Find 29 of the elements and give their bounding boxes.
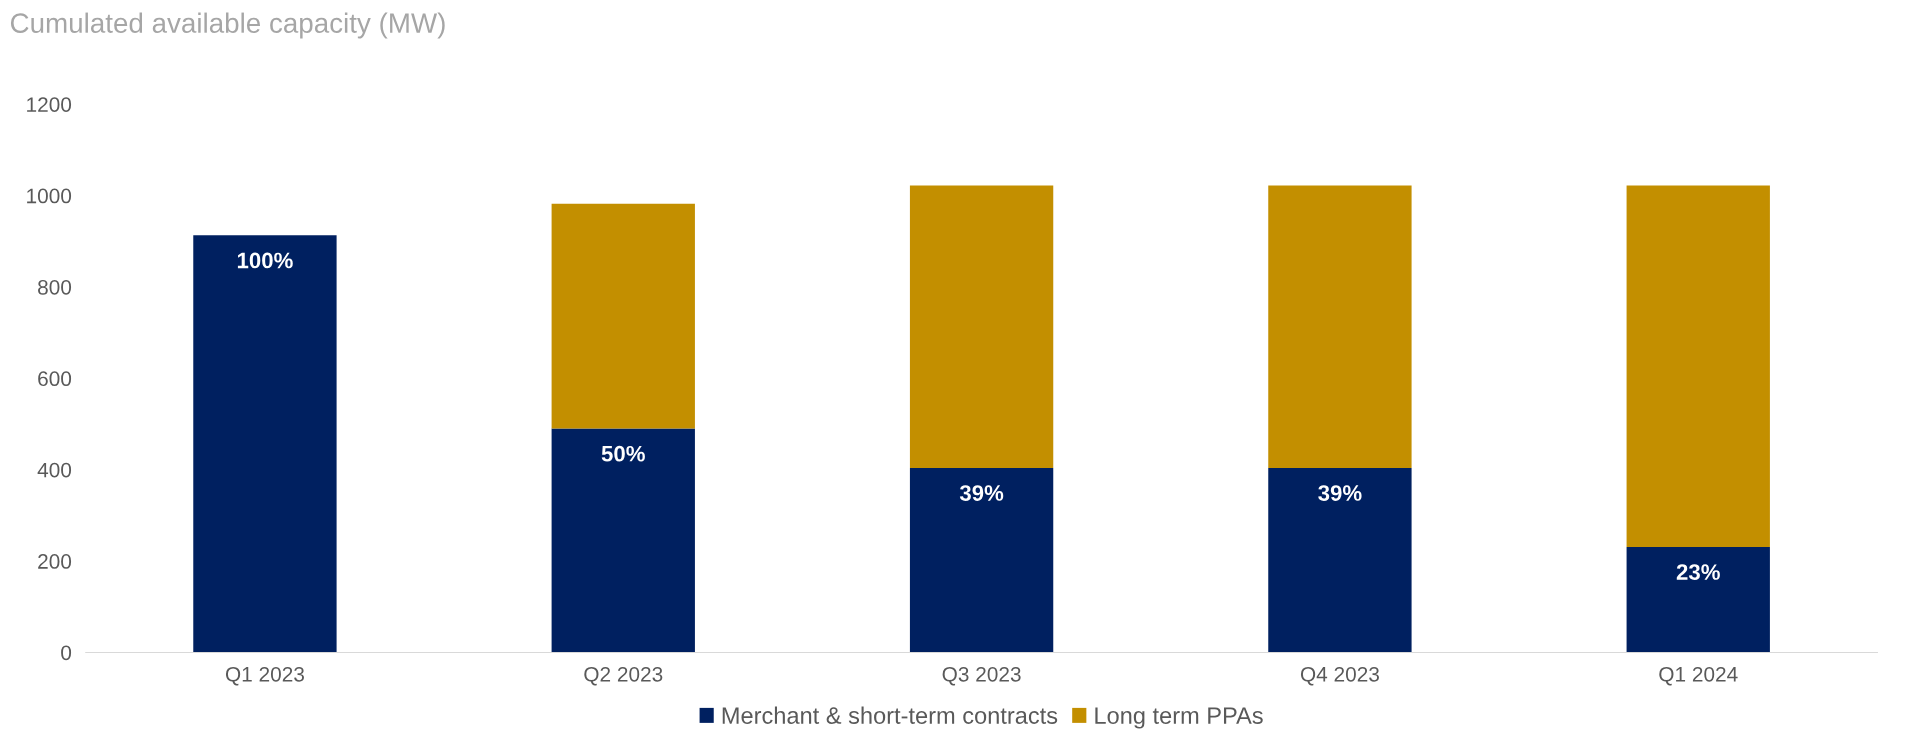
bar [1626,185,1770,547]
bar [1268,467,1412,653]
y-tick-label: 1200 [27,97,72,112]
y-tick-label: 600 [38,371,72,387]
x-tick-label: Q4 2023 [1300,666,1379,686]
bar [193,235,337,653]
y-tick-label: 200 [38,554,72,569]
bar [1268,185,1412,468]
annotation: 39% [959,485,1004,501]
bar [909,467,1054,653]
x-tick-label: Q2 2023 [584,666,663,686]
y-tick-label: 400 [37,462,72,478]
bar [551,428,695,653]
bar [551,203,695,429]
annotation: 100% [237,252,293,269]
legend-label: Merchant & short-term contracts [722,706,1058,724]
bar [909,185,1054,468]
bar [1626,546,1770,653]
annotation: 39% [1318,485,1362,501]
x-tick-label: Q1 2023 [225,666,304,686]
y-tick-label: 0 [61,645,72,661]
y-tick-label: 800 [38,279,72,295]
chart-title: Cumulated available capacity (MW) [10,12,445,39]
annotation: 23% [1676,564,1720,580]
x-tick-label: Q3 2023 [942,666,1021,686]
x-tick-label: Q1 2024 [1659,666,1738,686]
y-tick-label: 1000 [27,188,72,204]
annotation: 50% [601,445,645,462]
legend-label: Long term PPAs [1095,707,1263,729]
